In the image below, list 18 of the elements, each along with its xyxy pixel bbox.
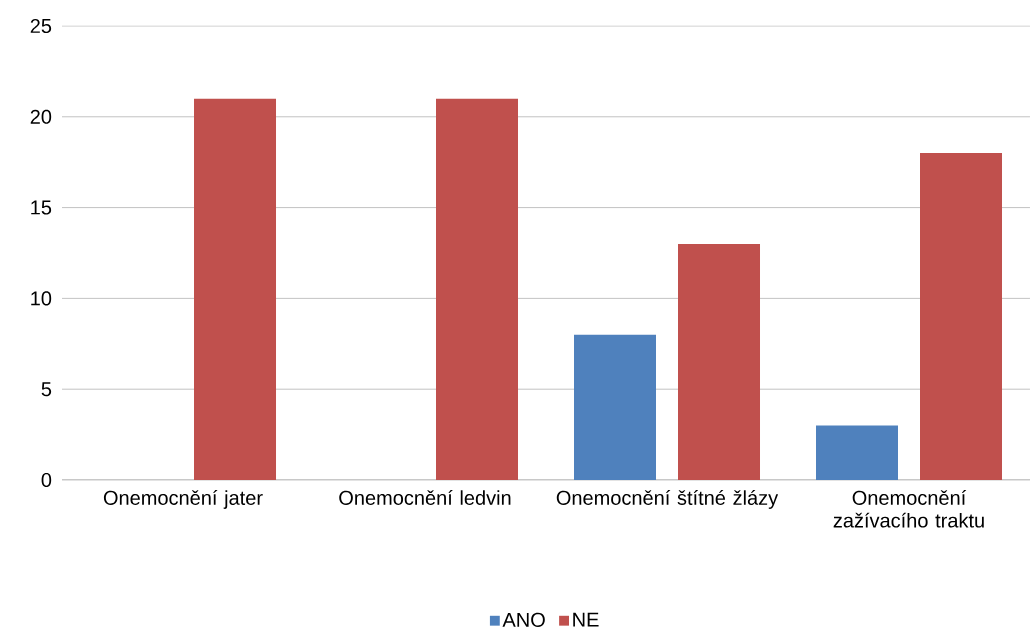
bar	[436, 98, 519, 480]
bar	[574, 334, 656, 480]
x-tick-label: Onemocnění jater	[103, 490, 263, 509]
x-tick-label: Onemocnění zažívacího traktu	[833, 490, 984, 528]
bar	[678, 243, 761, 480]
x-tick-label: Onemocnění ledvin	[339, 490, 511, 505]
legend-label: ANO	[502, 612, 545, 627]
y-tick-label: 25	[30, 18, 52, 34]
y-tick-label: 10	[31, 291, 52, 306]
y-tick-label: 20	[30, 109, 52, 124]
bar	[194, 98, 277, 480]
y-tick-label: 5	[41, 382, 52, 397]
bar	[816, 425, 898, 480]
bar	[920, 153, 1002, 480]
y-tick-label: 15	[31, 200, 52, 215]
y-tick-label: 0	[41, 472, 52, 488]
x-tick-label: Onemocnění štítné žlázy	[556, 490, 779, 509]
legend-label: NE	[573, 612, 599, 627]
